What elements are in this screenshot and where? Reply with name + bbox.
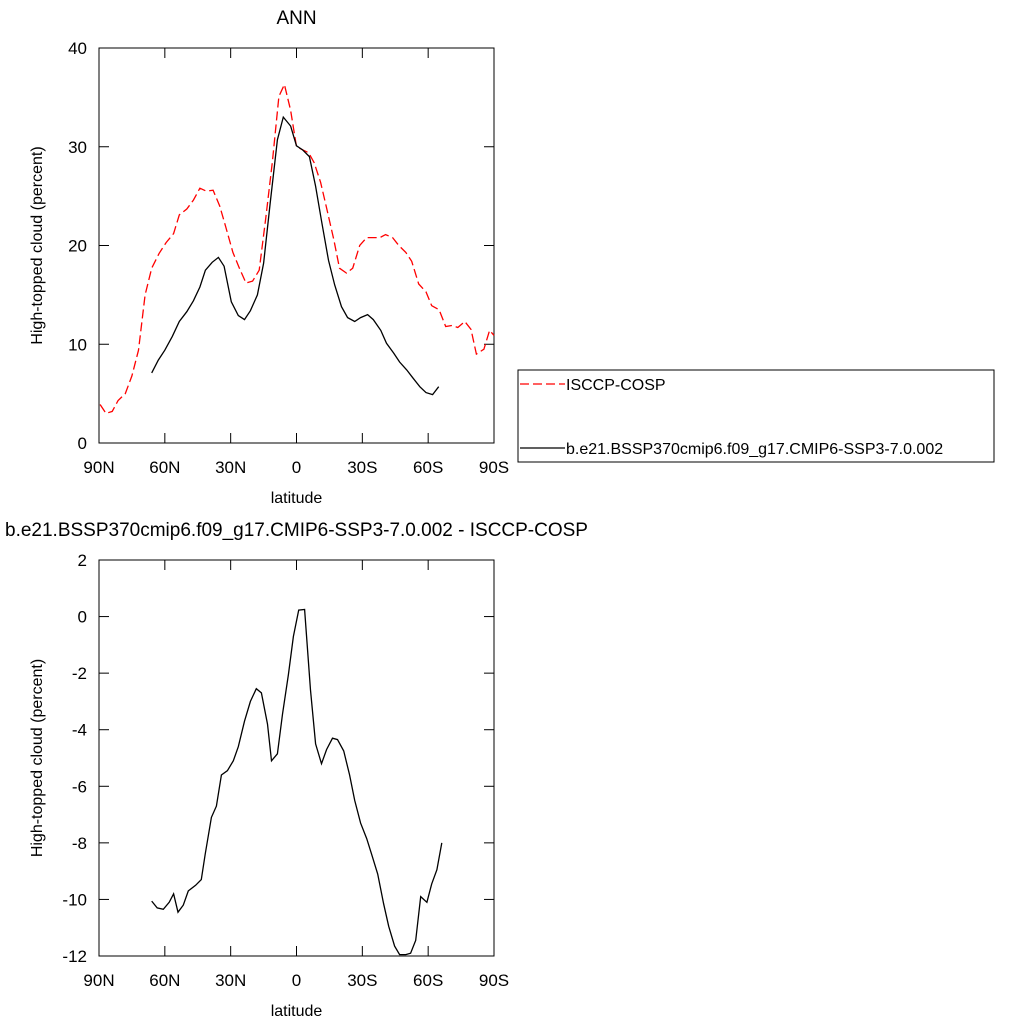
- x-tick-label: 90N: [83, 458, 114, 477]
- x-tick-label: 90S: [479, 971, 509, 990]
- legend-box: [517, 369, 995, 463]
- y-tick-label: -10: [62, 890, 87, 909]
- x-axis-label: latitude: [271, 490, 323, 507]
- y-tick-label: -12: [62, 947, 87, 966]
- legend-label: b.e21.BSSP370cmip6.f09_g17.CMIP6-SSP3-7.…: [566, 441, 943, 458]
- chart-title: ANN: [276, 8, 316, 29]
- y-tick-label: 30: [68, 138, 87, 157]
- y-tick-label: 40: [68, 39, 87, 58]
- x-axis-label: latitude: [271, 1003, 323, 1020]
- y-tick-label: -8: [72, 834, 87, 853]
- x-tick-label: 90N: [83, 971, 114, 990]
- x-tick-label: 60N: [149, 458, 180, 477]
- y-tick-label: 2: [78, 551, 87, 570]
- x-tick-label: 60S: [413, 971, 443, 990]
- y-axis-label: High-topped cloud (percent): [29, 659, 46, 857]
- y-tick-label: 0: [78, 608, 87, 627]
- y-tick-label: 20: [68, 237, 87, 256]
- x-tick-label: 0: [292, 971, 301, 990]
- x-tick-label: 30S: [347, 971, 377, 990]
- y-tick-label: -6: [72, 777, 87, 796]
- x-tick-label: 30S: [347, 458, 377, 477]
- y-tick-label: -2: [72, 664, 87, 683]
- chart-title: b.e21.BSSP370cmip6.f09_g17.CMIP6-SSP3-7.…: [5, 520, 588, 541]
- plot-frame: [98, 47, 495, 444]
- x-tick-label: 60N: [149, 971, 180, 990]
- legend-label: ISCCP-COSP: [566, 377, 666, 394]
- x-tick-label: 30N: [215, 458, 246, 477]
- x-tick-label: 60S: [413, 458, 443, 477]
- x-tick-label: 0: [292, 458, 301, 477]
- x-tick-label: 30N: [215, 971, 246, 990]
- data-line: [151, 608, 443, 956]
- data-line: [151, 115, 440, 396]
- y-tick-label: 10: [68, 335, 87, 354]
- y-tick-label: -4: [72, 721, 87, 740]
- data-line: [99, 82, 495, 415]
- x-tick-label: 90S: [479, 458, 509, 477]
- y-tick-label: 0: [78, 434, 87, 453]
- y-axis-label: High-topped cloud (percent): [29, 146, 46, 344]
